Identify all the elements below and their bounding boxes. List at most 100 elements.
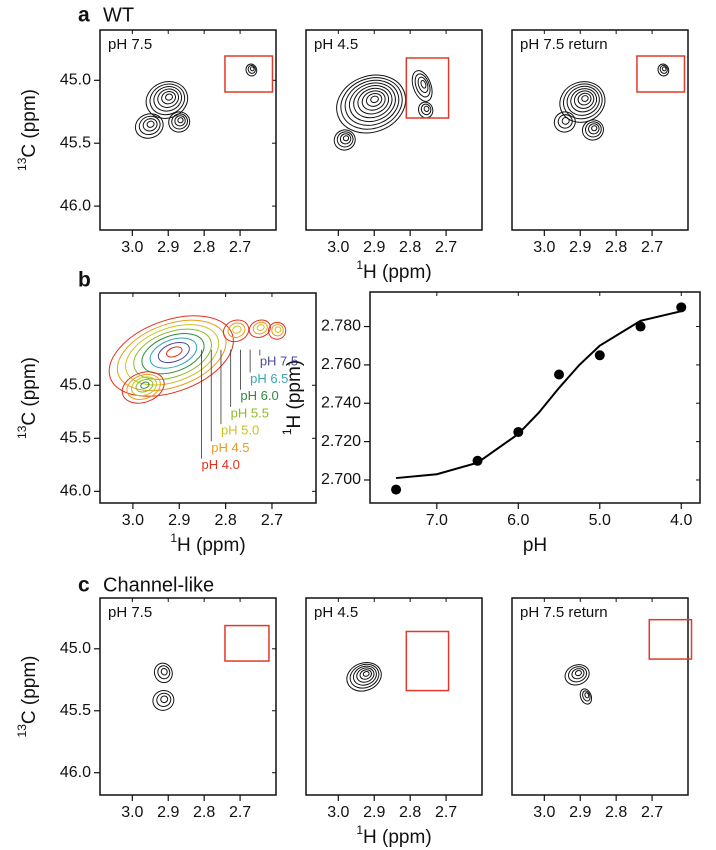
data-point [676,302,687,313]
row-title: WT [103,4,134,26]
contour [584,692,590,699]
y-tick-label: 45.0 [60,640,91,657]
contour [160,695,169,704]
y-tick-label: 45.5 [60,430,91,447]
y-tick-label: 46.0 [60,483,91,500]
contour [227,322,246,338]
panel-frame [511,597,689,796]
y-axis-label: 1H (ppm) [280,360,305,435]
x-axis-label: 1H (ppm) [170,531,245,556]
contour [418,101,434,119]
x-axis-label: 1H (ppm) [356,258,431,283]
x-tick-label: 2.9 [363,804,385,821]
contour [557,114,573,129]
x-tick-label: 2.9 [569,804,591,821]
contour [370,95,379,104]
contour [553,111,576,133]
label-sup: 1 [356,258,363,272]
x-axis-label: pH [523,535,547,556]
panel: 3.0 2.9 2.8 2.7 pH 4.5 1H (ppm) [305,29,483,283]
contour [157,665,171,680]
contour [582,690,591,702]
x-tick-label: 2.8 [214,512,236,529]
contour [149,337,198,369]
x-tick-label: 3.0 [121,239,143,256]
highlight-box [636,55,686,93]
contour [153,86,183,112]
panel-frame [99,597,277,796]
y-tick-label: 2.700 [321,471,361,488]
contour [579,688,593,705]
ph-label: pH 4.0 [202,457,240,472]
panel-title: pH 4.5 [314,36,358,53]
contour [414,73,431,98]
contour [353,85,393,119]
contour [420,103,432,116]
contour [141,333,205,375]
contour [133,328,212,380]
contour [333,129,356,151]
contour [365,93,383,107]
label-text: H (ppm) [363,262,432,283]
y-tick-label: 45.5 [60,702,91,719]
x-tick-label: 2.8 [193,239,215,256]
panel-title: pH 7.5 return [520,604,608,621]
contour [566,85,600,116]
contour [232,325,242,334]
panel-frame [305,597,483,796]
contour [274,326,282,333]
highlight-box [405,57,450,119]
panel-title: pH 7.5 [108,36,152,53]
contour [156,692,172,707]
contour [131,376,158,397]
contour [336,131,354,148]
panel-letter: c [78,574,90,597]
highlight-box [648,618,693,660]
x-tick-label: 2.7 [229,239,251,256]
highlight-box [224,55,274,93]
contour [349,663,380,689]
contour [581,95,589,102]
label-sup: 13 [15,724,29,738]
contour [245,63,258,77]
label-sup: 1 [356,823,363,837]
contour [108,315,234,397]
panel: 7.0 6.0 5.0 4.0 2.700 2.720 2.740 2.760 2.780 pH 1… [280,291,701,556]
label-text: H (ppm) [177,535,246,556]
y-tick-label: 45.5 [60,134,91,151]
contour [577,92,592,106]
panel: 3.0 2.9 2.8 2.7 pH 7.5 return [511,597,693,821]
panel: 3.0 2.9 2.8 2.7 pH 7.5 return [511,29,689,256]
panel-title: pH 7.5 return [520,36,608,53]
contour [659,64,668,74]
contour [340,77,403,130]
contour [564,664,590,686]
contour [177,117,184,124]
x-tick-label: 3.0 [327,239,349,256]
y-tick-label: 2.740 [321,394,361,411]
x-tick-label: 3.0 [533,804,555,821]
contour [359,669,373,680]
label-text: H (ppm) [284,360,305,429]
ph-label: pH 7.5 [260,354,298,369]
y-tick-label: 2.760 [321,356,361,373]
contour [149,83,186,116]
x-tick-label: 2.8 [605,804,627,821]
contour [140,381,150,389]
x-tick-label: 2.8 [399,804,421,821]
contour [157,88,180,108]
x-axis-label: 1H (ppm) [356,823,431,848]
contour [571,668,585,680]
contour [657,63,670,77]
x-tick-label: 2.7 [641,804,663,821]
x-tick-label: 2.9 [363,239,385,256]
y-axis-label: 13C (ppm) [15,357,40,439]
contour [423,105,430,112]
y-tick-label: 45.0 [60,376,91,393]
contour [352,665,377,686]
x-tick-label: 2.7 [435,239,457,256]
contour [153,662,173,684]
panel-letter: b [78,269,91,292]
contour [417,76,429,94]
contour [171,113,188,130]
